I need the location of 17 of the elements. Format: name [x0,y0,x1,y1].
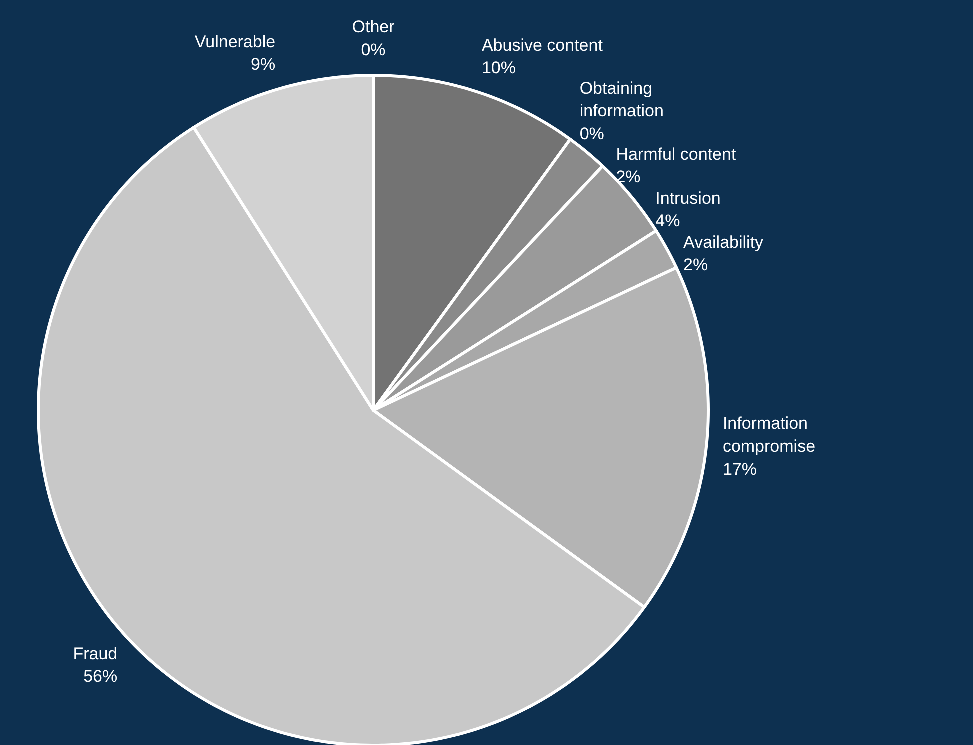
slice-label: Information compromise [722,414,816,456]
slice-label: Abusive content [482,36,604,55]
text: 0% [361,40,386,60]
category-label: Other [352,18,395,37]
data-label: 4% [656,212,680,231]
slice-label: Fraud [73,644,118,664]
slice-label: Intrusion [656,188,721,208]
data-label: 2% [684,256,708,275]
data-label: 17% [722,460,757,479]
slice-label: Vulnerable [194,32,276,52]
text: 0% [580,124,604,144]
data-label: 56% [84,667,118,686]
data-label: 9% [251,55,276,74]
slice-label: Availability [684,232,764,252]
data-label: 10% [482,58,516,78]
slice-label: Harmful content [616,144,736,164]
category-label: Obtaining information [580,78,664,121]
